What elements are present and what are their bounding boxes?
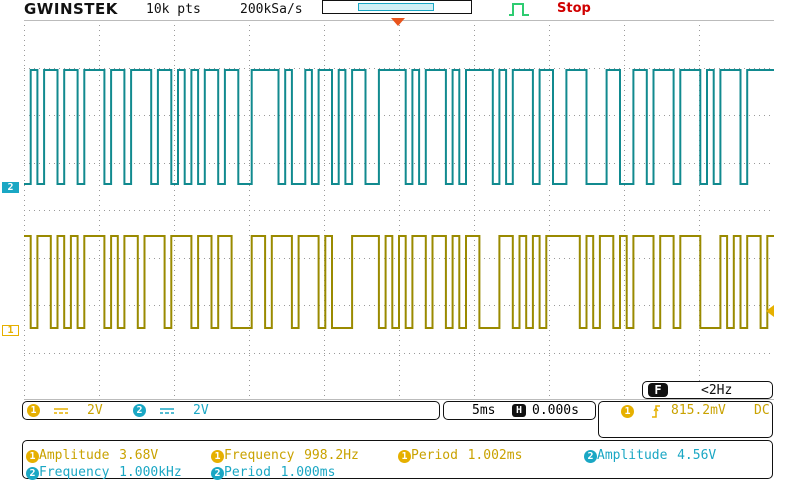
ch2-waveform	[24, 69, 774, 185]
trigger-source-badge: 1	[621, 405, 634, 418]
measurement-panel: 1 Amplitude 3.68V 1 Frequency 998.2Hz 1 Per…	[22, 440, 773, 480]
ch1-scale: 2V	[87, 403, 103, 418]
measurement-item: 2 Period 1.000ms	[211, 461, 335, 480]
measurement-item: 2 Frequency 1.000kHz	[26, 461, 182, 480]
rising-slope-icon	[652, 405, 660, 418]
filter-value: <2Hz	[701, 383, 733, 398]
ch2-scale: 2V	[193, 403, 209, 418]
ch1-ground-marker[interactable]: 1	[2, 325, 19, 336]
ch1-waveform	[24, 235, 774, 329]
brand-logo: GWINSTEK	[24, 0, 118, 18]
measurement-item: 1 Frequency 998.2Hz	[211, 444, 359, 463]
horizontal-position: 0.000s	[532, 403, 579, 418]
rising-edge-icon	[509, 3, 529, 16]
horizontal-position-badge: H	[512, 404, 526, 417]
measurement-item: 1 Amplitude 3.68V	[26, 444, 158, 463]
dc-coupling-icon	[160, 408, 174, 414]
trigger-level: 815.2mV	[671, 403, 726, 418]
measurement-item: 1 Period 1.002ms	[398, 444, 522, 463]
channel-info-box: 1 2V 2 2V	[22, 401, 440, 420]
trigger-position-marker[interactable]	[390, 17, 406, 27]
trigger-coupling: DC	[754, 403, 770, 418]
timebase-box: 5ms H 0.000s	[443, 401, 596, 420]
top-status-bar: GWINSTEK 10k pts 200kSa/s Stop	[0, 0, 800, 18]
memory-bar	[322, 0, 472, 14]
ch2-ground-marker[interactable]: 2	[2, 182, 19, 193]
trigger-info-box: 1 815.2mV DC	[598, 401, 773, 438]
trigger-level-marker[interactable]	[765, 305, 775, 317]
waveform-display[interactable]	[24, 20, 774, 400]
filter-badge: F	[648, 383, 668, 397]
ch1-badge: 1	[27, 404, 40, 417]
graticule	[24, 20, 774, 400]
measurement-item: 2 Amplitude 4.56V	[584, 444, 716, 463]
dc-coupling-icon	[54, 408, 68, 414]
ch2-badge: 2	[133, 404, 146, 417]
sample-rate: 200kSa/s	[240, 2, 303, 17]
memory-view-window	[358, 3, 434, 11]
filter-status-box: F <2Hz	[642, 381, 773, 399]
timebase-scale: 5ms	[472, 403, 496, 418]
record-length: 10k pts	[146, 2, 201, 17]
acquisition-status[interactable]: Stop	[557, 1, 591, 16]
